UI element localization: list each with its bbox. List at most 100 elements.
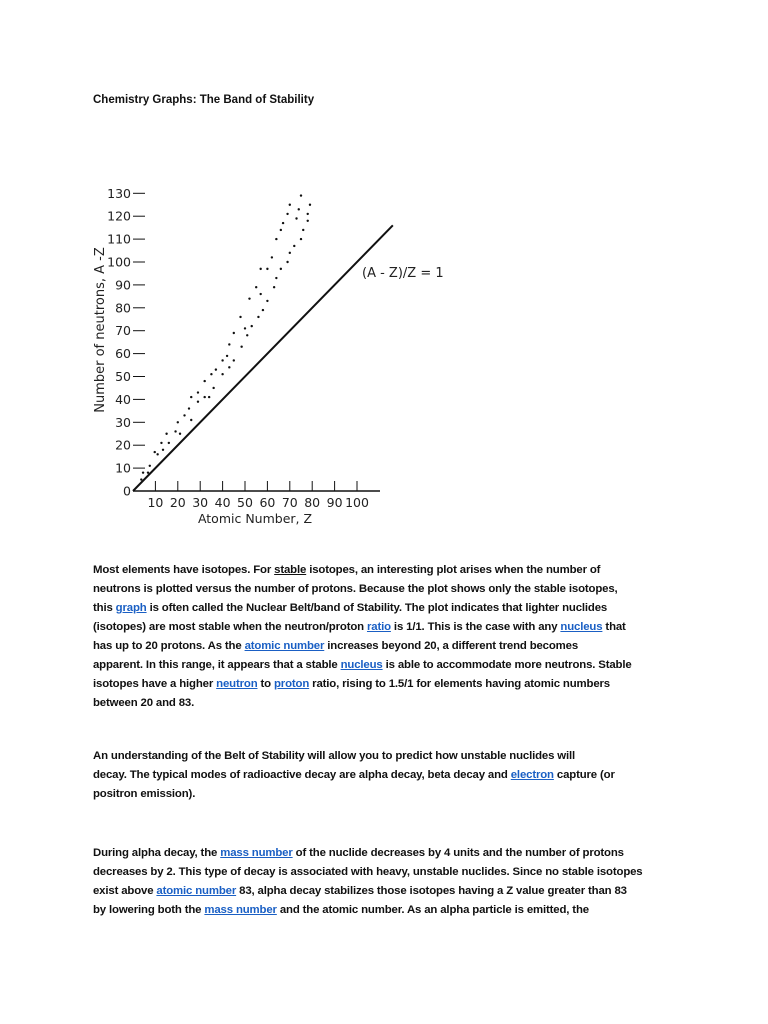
data-point [203, 395, 206, 399]
text-segment: stable [274, 564, 307, 576]
text-segment: between 20 and 83. [93, 697, 195, 709]
data-point [214, 368, 218, 371]
text-segment: is often called the Nuclear Belt/band of… [146, 602, 608, 614]
x-tick-label: 70 [282, 495, 298, 510]
glossary-link[interactable]: mass number [204, 904, 277, 916]
data-point [240, 345, 243, 348]
data-point [275, 237, 278, 241]
glossary-link[interactable]: mass number [220, 847, 293, 859]
glossary-link[interactable]: nucleus [560, 621, 603, 633]
data-point [243, 327, 247, 330]
data-point [261, 308, 265, 312]
data-point [275, 276, 278, 280]
data-point [288, 203, 291, 206]
paragraph-line: positron emission). [93, 788, 195, 800]
data-point [190, 418, 193, 422]
data-point [281, 221, 285, 225]
data-point [167, 441, 171, 445]
data-point [178, 432, 182, 435]
x-tick-label: 20 [170, 495, 186, 510]
text-segment: by lowering both the [93, 904, 205, 916]
text-segment: is 1/1. This is the case with any [390, 621, 561, 633]
text-segment: isotopes, an interesting plot arises whe… [306, 564, 601, 576]
data-point [239, 315, 242, 319]
data-point [210, 373, 213, 376]
data-point [232, 331, 235, 335]
text-segment: increases beyond 20, a different trend b… [324, 640, 579, 652]
data-point [279, 228, 283, 232]
paragraph-line: exist above atomic number 83, alpha deca… [93, 885, 627, 897]
data-point [228, 343, 231, 346]
glossary-link[interactable]: electron [510, 769, 554, 781]
data-point [161, 448, 165, 451]
glossary-link[interactable]: atomic number [244, 640, 325, 652]
data-point [156, 453, 159, 456]
text-segment: Most elements have isotopes. For [93, 564, 275, 576]
text-segment: that [602, 621, 626, 633]
glossary-link[interactable]: neutron [216, 678, 258, 690]
paragraph-line: this graph is often called the Nuclear B… [93, 602, 607, 614]
x-tick-label: 60 [259, 495, 275, 510]
y-tick-label: 30 [115, 415, 131, 430]
y-axis-label: Number of neutrons, A -Z [93, 247, 108, 413]
paragraph-line: (isotopes) are most stable when the neut… [93, 621, 626, 633]
data-point [207, 395, 211, 399]
text-segment: 83, alpha decay stabilizes those isotope… [236, 885, 627, 897]
data-point [190, 395, 193, 399]
y-tick-label: 70 [115, 323, 131, 338]
y-tick-label: 60 [115, 346, 131, 361]
data-point [196, 391, 200, 394]
text-segment: positron emission). [93, 788, 196, 800]
text-segment: An understanding of the Belt of Stabilit… [93, 750, 576, 762]
paragraph-line: neutrons is plotted versus the number of… [93, 583, 618, 595]
data-point [306, 212, 309, 216]
text-segment: of the nuclide decreases by 4 units and … [292, 847, 624, 859]
data-point [257, 315, 260, 319]
y-tick-label: 80 [115, 300, 131, 315]
x-tick-label: 80 [304, 495, 320, 510]
paragraph-line: between 20 and 83. [93, 697, 194, 709]
text-segment: this [93, 602, 116, 614]
text-segment: neutrons is plotted versus the number of… [93, 583, 618, 595]
glossary-link[interactable]: ratio [366, 621, 391, 633]
reference-line [132, 224, 394, 492]
data-point [212, 386, 215, 390]
x-tick-label: 100 [345, 495, 369, 510]
glossary-link[interactable]: atomic number [156, 885, 237, 897]
y-tick-label: 10 [115, 461, 131, 476]
data-point [174, 430, 177, 433]
data-point [270, 256, 274, 259]
paragraph-line: isotopes have a higher neutron to proton… [93, 678, 610, 690]
data-point [302, 228, 305, 232]
text-segment: decay. The typical modes of radioactive … [93, 769, 511, 781]
paragraph-line: by lowering both the mass number and the… [93, 904, 589, 916]
text-segment: exist above [93, 885, 157, 897]
data-point [250, 324, 253, 328]
y-tick-label: 50 [115, 369, 131, 384]
x-tick-label: 10 [147, 495, 163, 510]
glossary-link[interactable]: proton [273, 678, 310, 690]
text-segment: capture (or [553, 769, 615, 781]
y-tick-label: 110 [107, 232, 131, 247]
data-point [187, 407, 191, 410]
y-tick-label: 40 [115, 392, 131, 407]
y-tick-label: 0 [123, 484, 131, 499]
text-segment: During alpha decay, the [93, 847, 221, 859]
data-point [259, 292, 262, 296]
data-point [288, 251, 291, 255]
y-tick-label: 130 [107, 186, 131, 201]
paragraph-line: An understanding of the Belt of Stabilit… [93, 750, 575, 762]
paragraph-line: apparent. In this range, it appears that… [93, 659, 632, 671]
data-point [203, 379, 206, 383]
data-point [232, 359, 235, 362]
y-tick-label: 100 [107, 255, 131, 270]
glossary-link[interactable]: graph [115, 602, 147, 614]
y-tick-label: 20 [115, 438, 131, 453]
data-point [255, 285, 258, 289]
x-tick-label: 90 [327, 495, 343, 510]
data-point [306, 219, 309, 222]
data-point [160, 441, 163, 445]
data-point [148, 464, 151, 468]
glossary-link[interactable]: nucleus [340, 659, 383, 671]
